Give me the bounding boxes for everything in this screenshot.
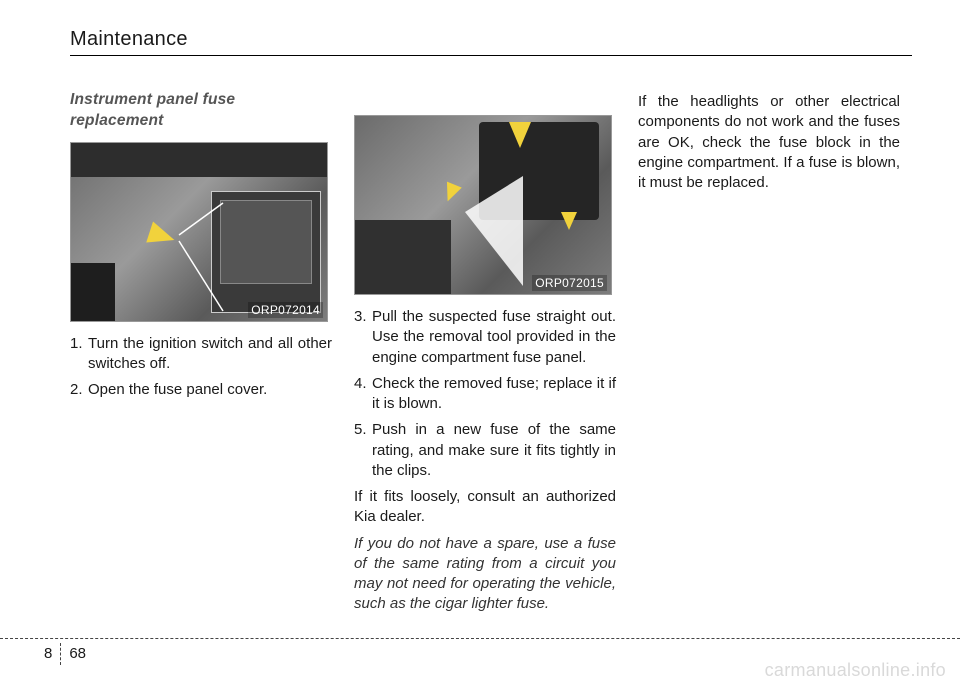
step-number: 2.	[70, 380, 88, 400]
step-item: 5. Push in a new fuse of the same rating…	[354, 420, 616, 481]
subheading: Instrument panel fuse replacement	[70, 90, 332, 132]
page-number: 68	[61, 643, 86, 665]
step-item: 1. Turn the ignition switch and all othe…	[70, 334, 332, 375]
step-number: 5.	[354, 420, 372, 481]
step-item: 4. Check the removed fuse; replace it if…	[354, 374, 616, 415]
figure-2: ORP072015	[354, 115, 612, 295]
step-text: Push in a new fuse of the same rating, a…	[372, 420, 616, 481]
column-2: ORP072015 3. Pull the suspected fuse str…	[354, 90, 616, 621]
arrow-icon	[146, 221, 178, 250]
step-item: 2. Open the fuse panel cover.	[70, 380, 332, 400]
arrow-icon	[509, 122, 531, 148]
step-text: Turn the ignition switch and all other s…	[88, 334, 332, 375]
figure-1: ORP072014	[70, 142, 328, 322]
arrow-icon	[440, 182, 462, 205]
watermark: carmanualsonline.info	[765, 660, 946, 681]
step-item: 3. Pull the suspected fuse straight out.…	[354, 307, 616, 368]
column-1: Instrument panel fuse replacement ORP072…	[70, 90, 332, 621]
section-number: 8	[44, 643, 61, 665]
page-number-block: 8 68	[44, 643, 86, 665]
step-text: Open the fuse panel cover.	[88, 380, 332, 400]
step-number: 3.	[354, 307, 372, 368]
step-text: Pull the suspected fuse straight out. Us…	[372, 307, 616, 368]
figure-inset	[211, 191, 321, 313]
step-text: Check the removed fuse; replace it if it…	[372, 374, 616, 415]
page-footer: 8 68	[0, 638, 960, 639]
section-title: Maintenance	[70, 28, 912, 55]
header-rule	[70, 55, 912, 56]
arrow-icon	[561, 212, 577, 230]
paragraph: If the headlights or other electrical co…	[638, 92, 900, 193]
figure-caption: ORP072015	[532, 275, 607, 291]
manual-page: Maintenance Instrument panel fuse replac…	[0, 0, 960, 689]
paragraph: If it fits loosely, consult an authorize…	[354, 487, 616, 528]
step-number: 1.	[70, 334, 88, 375]
content-columns: Instrument panel fuse replacement ORP072…	[70, 90, 912, 621]
figure-caption: ORP072014	[248, 302, 323, 318]
paragraph-italic: If you do not have a spare, use a fuse o…	[354, 534, 616, 615]
column-3: If the headlights or other electrical co…	[638, 90, 900, 621]
step-number: 4.	[354, 374, 372, 415]
